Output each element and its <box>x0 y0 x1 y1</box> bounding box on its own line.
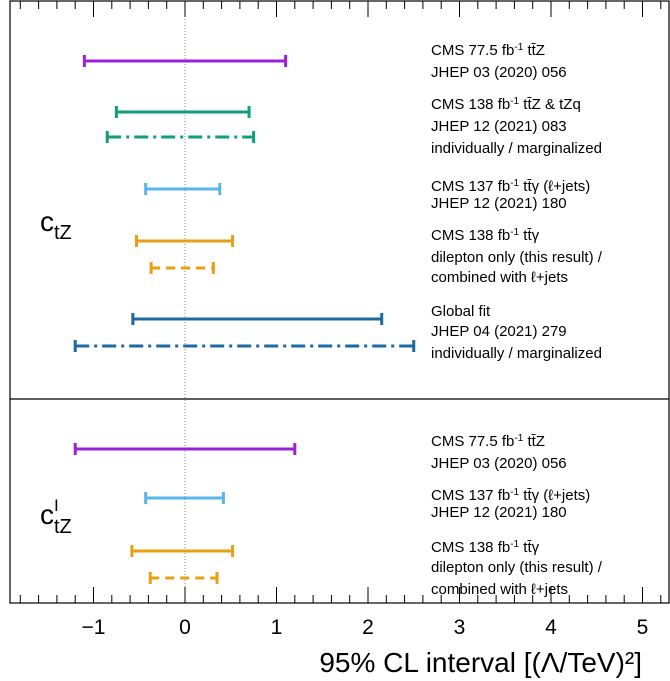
label-text-part: combined with ℓ+jets <box>431 269 568 286</box>
label-superscript: -1 <box>514 433 523 444</box>
parameter-subscript: tZ <box>54 516 72 538</box>
interval-bar <box>114 106 251 118</box>
label-text-part: tt̄Z & tZq <box>519 96 581 113</box>
legend-label-line: JHEP 12 (2021) 180 <box>431 195 567 212</box>
interval-bar <box>105 131 256 143</box>
label-text-part: individually / marginalized <box>431 345 602 362</box>
interval-bar <box>144 492 225 504</box>
legend-label-line: CMS 137 fb-1 tt̄γ (ℓ+jets) <box>431 487 590 505</box>
parameter-label: cI tZ <box>40 496 72 538</box>
legend-label-line: JHEP 03 (2020) 056 <box>431 455 567 472</box>
label-text-part: CMS 77.5 fb <box>431 433 514 450</box>
legend-label-line: CMS 138 fb-1 tt̄γ <box>431 227 540 245</box>
x-tick-label: 2 <box>362 616 374 639</box>
parameter-label: ctZ <box>40 206 72 244</box>
label-superscript: -1 <box>510 227 519 238</box>
label-text-part: individually / marginalized <box>431 140 602 157</box>
plot-frame-border <box>9 0 670 604</box>
label-text-part: tt̄Z <box>523 42 545 59</box>
legend-label-line: dilepton only (this result) / <box>431 559 603 576</box>
label-text-part: JHEP 03 (2020) 056 <box>431 455 567 472</box>
label-text-part: CMS 138 fb <box>431 96 510 113</box>
legend-label-line: JHEP 04 (2021) 279 <box>431 323 567 340</box>
interval-bar <box>131 313 384 325</box>
x-tick-label: 3 <box>454 616 466 639</box>
interval-bar <box>148 572 219 584</box>
plot-frame <box>9 0 670 604</box>
legend-label-line: dilepton only (this result) / <box>431 249 603 266</box>
legend-label-line: individually / marginalized <box>431 345 602 362</box>
label-text-part: JHEP 04 (2021) 279 <box>431 323 567 340</box>
label-superscript: -1 <box>510 96 519 107</box>
label-text-part: JHEP 12 (2021) 180 <box>431 195 567 212</box>
label-text-part: tt̄γ <box>519 227 540 244</box>
legend-label-line: CMS 138 fb-1 tt̄γ <box>431 539 540 557</box>
parameter-base: c <box>40 499 54 530</box>
label-text-part: CMS 137 fb <box>431 178 510 195</box>
label-text-part: tt̄γ (ℓ+jets) <box>519 178 590 195</box>
label-text-part: JHEP 03 (2020) 056 <box>431 64 567 81</box>
parameter-subscript: tZ <box>54 222 72 244</box>
label-superscript: -1 <box>510 178 519 189</box>
x-axis: −1 0 1 2 3 4 5 <box>19 1 662 639</box>
label-superscript: -1 <box>510 487 519 498</box>
x-axis-label: 95% CL interval [(Λ/TeV)²] <box>319 647 642 678</box>
x-tick-label: 5 <box>637 616 649 639</box>
label-text-part: dilepton only (this result) / <box>431 559 603 576</box>
legend-label-line: CMS 137 fb-1 tt̄γ (ℓ+jets) <box>431 178 590 196</box>
label-text-part: combined with ℓ+jets <box>431 581 568 598</box>
label-text-part: JHEP 12 (2021) 083 <box>431 118 567 135</box>
legend-label-line: combined with ℓ+jets <box>431 269 568 286</box>
label-superscript: -1 <box>514 42 523 53</box>
legend-label-line: combined with ℓ+jets <box>431 581 568 598</box>
label-text-part: tt̄γ <box>519 539 540 556</box>
legend-label-line: Global fit <box>431 303 491 320</box>
legend-label-line: JHEP 12 (2021) 180 <box>431 504 567 521</box>
label-text-part: CMS 77.5 fb <box>431 42 514 59</box>
label-text-part: Global fit <box>431 303 491 320</box>
label-text-part: JHEP 12 (2021) 180 <box>431 504 567 521</box>
x-tick-label: 4 <box>545 616 557 639</box>
x-tick-label: −1 <box>82 616 106 639</box>
parameter-base: c <box>40 206 54 237</box>
label-text-part: dilepton only (this result) / <box>431 249 603 266</box>
interval-bar <box>144 183 222 195</box>
x-tick-label: 1 <box>271 616 283 639</box>
interval-bar <box>73 443 297 455</box>
interval-bar <box>149 262 215 274</box>
label-text-part: CMS 138 fb <box>431 539 510 556</box>
legend-label-line: JHEP 03 (2020) 056 <box>431 64 567 81</box>
interval-bar <box>130 545 235 557</box>
legend-label-line: CMS 77.5 fb-1 tt̄Z <box>431 433 545 451</box>
interval-bar <box>135 235 235 247</box>
legend-label-line: JHEP 12 (2021) 083 <box>431 118 567 135</box>
interval-bar <box>73 340 416 352</box>
legend-label-line: CMS 138 fb-1 tt̄Z & tZq <box>431 96 581 114</box>
label-text-part: tt̄γ (ℓ+jets) <box>519 487 590 504</box>
legend-label-line: CMS 77.5 fb-1 tt̄Z <box>431 42 545 60</box>
interval-bar <box>82 55 288 67</box>
x-tick-label: 0 <box>179 616 191 639</box>
label-text-part: CMS 137 fb <box>431 487 510 504</box>
label-text-part: tt̄Z <box>523 433 545 450</box>
label-text-part: CMS 138 fb <box>431 227 510 244</box>
label-superscript: -1 <box>510 539 519 550</box>
legend-label-line: individually / marginalized <box>431 140 602 157</box>
parameter-superscript: I <box>54 496 59 515</box>
